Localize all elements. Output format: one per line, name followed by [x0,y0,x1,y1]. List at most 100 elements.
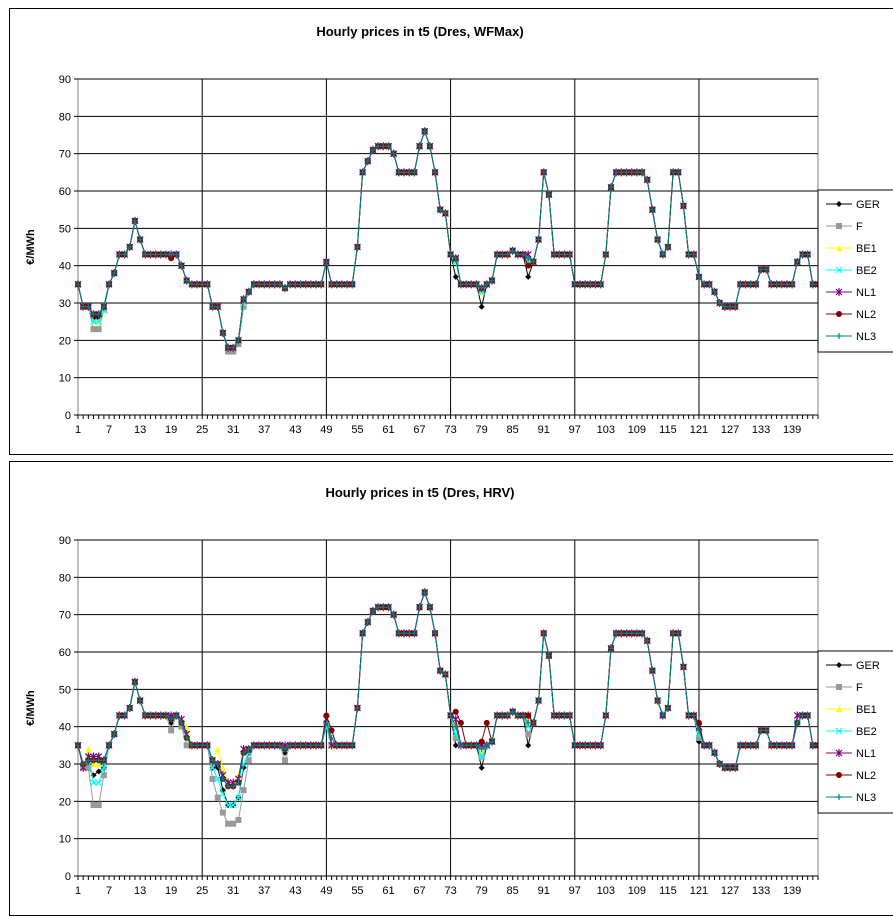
legend-label: NL3 [856,331,876,343]
chart-title: Hourly prices in t5 (Dres, WFMax) [316,24,523,39]
legend-marker [836,311,842,317]
y-tick-label: 40 [59,722,71,734]
x-tick-label: 25 [196,424,208,436]
y-axis-label: €/MWh [25,229,37,265]
x-tick-label: 133 [752,885,770,897]
x-tick-label: 79 [476,885,488,897]
y-tick-label: 10 [59,373,71,385]
data-point-f [215,795,221,801]
x-tick-label: 139 [783,885,801,897]
legend-label: GER [856,199,880,211]
data-point-f [96,326,102,332]
x-tick-label: 127 [721,885,739,897]
chart-svg-hrv: Hourly prices in t5 (Dres, HRV) 0 10 20 30 40… [10,462,893,917]
x-tick-label: 61 [382,885,394,897]
data-point-f [210,776,216,782]
x-tick-label: 7 [106,424,112,436]
data-point-f [282,757,288,763]
x-tick-label: 37 [258,885,270,897]
y-tick-label: 30 [59,298,71,310]
legend-label: BE2 [856,726,877,738]
x-tick-label: 115 [659,424,677,436]
x-tick-label: 91 [538,885,550,897]
data-point-nl2 [479,739,485,745]
x-tick-label: 13 [134,885,146,897]
legend-label: GER [856,660,880,672]
x-tick-label: 19 [165,885,177,897]
legend-marker [836,684,842,690]
legend-label: NL3 [856,792,876,804]
chart-title: Hourly prices in t5 (Dres, HRV) [325,485,514,500]
x-tick-label: 19 [165,424,177,436]
x-tick-label: 31 [227,885,239,897]
y-tick-label: 60 [59,647,71,659]
legend-label: F [856,682,863,694]
y-tick-label: 20 [59,335,71,347]
y-tick-label: 50 [59,223,71,235]
x-tick-label: 85 [507,885,519,897]
x-tick-label: 121 [690,885,708,897]
data-point-f [96,802,102,808]
y-tick-label: 40 [59,261,71,273]
x-tick-label: 79 [476,424,488,436]
x-tick-label: 73 [444,424,456,436]
legend-marker [836,772,842,778]
x-tick-label: 97 [569,885,581,897]
legend-marker [836,223,842,229]
chart-panel-wfmax: Hourly prices in t5 (Dres, WFMax) 0 10 20 30… [9,8,893,455]
x-tick-label: 127 [721,424,739,436]
y-tick-label: 30 [59,759,71,771]
x-tick-label: 55 [351,424,363,436]
x-tick-label: 25 [196,885,208,897]
legend-label: F [856,221,863,233]
x-tick-label: 67 [413,885,425,897]
x-tick-label: 31 [227,424,239,436]
y-tick-label: 10 [59,834,71,846]
y-tick-label: 80 [59,111,71,123]
data-point-f [225,821,231,827]
data-point-nl2 [525,712,531,718]
legend-label: BE2 [856,265,877,277]
legend-label: NL1 [856,748,876,760]
x-tick-label: 49 [320,885,332,897]
data-point-nl2 [323,712,329,718]
x-tick-label: 103 [597,424,615,436]
x-tick-label: 43 [289,424,301,436]
x-tick-label: 115 [659,885,677,897]
y-tick-label: 0 [65,871,71,883]
y-tick-label: 70 [59,149,71,161]
data-point-nl2 [525,263,531,269]
y-tick-label: 70 [59,610,71,622]
legend-label: NL1 [856,287,876,299]
data-point-nl2 [484,720,490,726]
x-tick-label: 139 [783,424,801,436]
data-point-f [525,731,531,737]
y-axis-label: €/MWh [25,690,37,726]
y-tick-label: 20 [59,796,71,808]
data-point-f [91,802,97,808]
x-tick-label: 67 [413,424,425,436]
x-tick-label: 37 [258,424,270,436]
y-tick-label: 80 [59,572,71,584]
x-tick-label: 97 [569,424,581,436]
data-point-f [230,821,236,827]
legend-label: NL2 [856,309,876,321]
data-point-nl2 [453,709,459,715]
x-tick-label: 91 [538,424,550,436]
x-tick-label: 85 [507,424,519,436]
data-point-f [168,727,174,733]
x-tick-label: 49 [320,424,332,436]
chart-panel-hrv: Hourly prices in t5 (Dres, HRV) 0 10 20 30 40… [9,461,893,916]
data-point-f [91,326,97,332]
x-tick-label: 121 [690,424,708,436]
y-tick-label: 90 [59,74,71,86]
data-point-f [184,742,190,748]
x-tick-label: 55 [351,885,363,897]
data-point-f [220,810,226,816]
x-tick-label: 133 [752,424,770,436]
x-tick-label: 103 [597,885,615,897]
x-tick-label: 13 [134,424,146,436]
y-tick-label: 50 [59,684,71,696]
y-tick-label: 90 [59,535,71,547]
y-tick-label: 0 [65,410,71,422]
